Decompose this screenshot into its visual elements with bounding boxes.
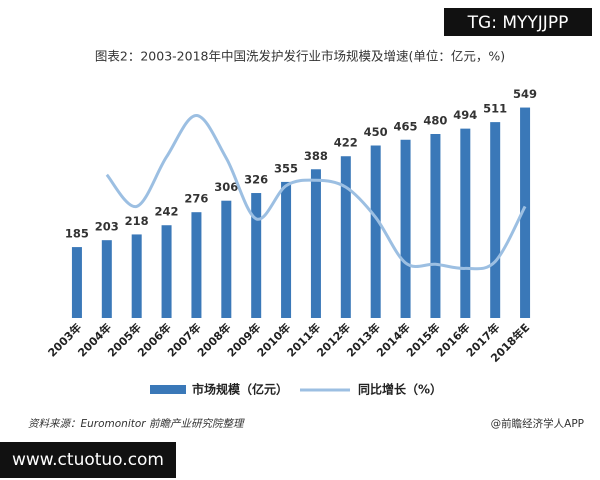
bar xyxy=(340,156,351,318)
watermark-box xyxy=(444,8,592,36)
source: 资料来源：Euromonitor 前瞻产业研究院整理 xyxy=(28,418,245,430)
value-label: 480 xyxy=(423,114,447,128)
value-label: 388 xyxy=(304,149,328,163)
value-label: 185 xyxy=(65,227,89,241)
bar xyxy=(71,247,82,318)
bar xyxy=(161,225,172,318)
value-label: 511 xyxy=(483,102,507,116)
legend-swatch xyxy=(150,385,186,394)
bar xyxy=(191,212,202,318)
bar xyxy=(430,134,441,318)
value-label: 218 xyxy=(125,214,149,228)
value-label: 465 xyxy=(394,119,418,133)
bar xyxy=(251,193,262,318)
bar xyxy=(490,122,501,318)
bar xyxy=(221,200,232,318)
credit: @前瞻经济学人APP xyxy=(491,417,584,430)
legend-label: 市场规模（亿元） xyxy=(192,382,288,397)
bar xyxy=(281,181,292,318)
value-label: 355 xyxy=(274,161,298,175)
watermark: TG: MYYJJPP xyxy=(467,13,569,33)
chart-title: 图表2：2003-2018年中国洗发护发行业市场规模及增速(单位：亿元，%) xyxy=(95,49,505,64)
value-label: 276 xyxy=(184,192,208,206)
value-label: 549 xyxy=(513,87,537,101)
value-label: 306 xyxy=(214,180,238,194)
bar xyxy=(310,169,321,318)
bar xyxy=(400,139,411,318)
footer-box xyxy=(0,442,176,478)
value-label: 494 xyxy=(453,108,477,122)
value-label: 242 xyxy=(155,205,179,219)
bar xyxy=(101,240,112,318)
bar xyxy=(131,234,142,318)
bar xyxy=(520,107,531,318)
legend-label: 同比增长（%） xyxy=(358,382,442,397)
footer: www.ctuotuo.com xyxy=(12,450,164,470)
value-label: 422 xyxy=(334,136,358,150)
growth-line xyxy=(105,114,527,271)
value-label: 450 xyxy=(364,125,388,139)
value-label: 203 xyxy=(95,220,119,234)
bar xyxy=(460,128,471,318)
value-label: 326 xyxy=(244,173,268,187)
bar xyxy=(370,145,381,318)
